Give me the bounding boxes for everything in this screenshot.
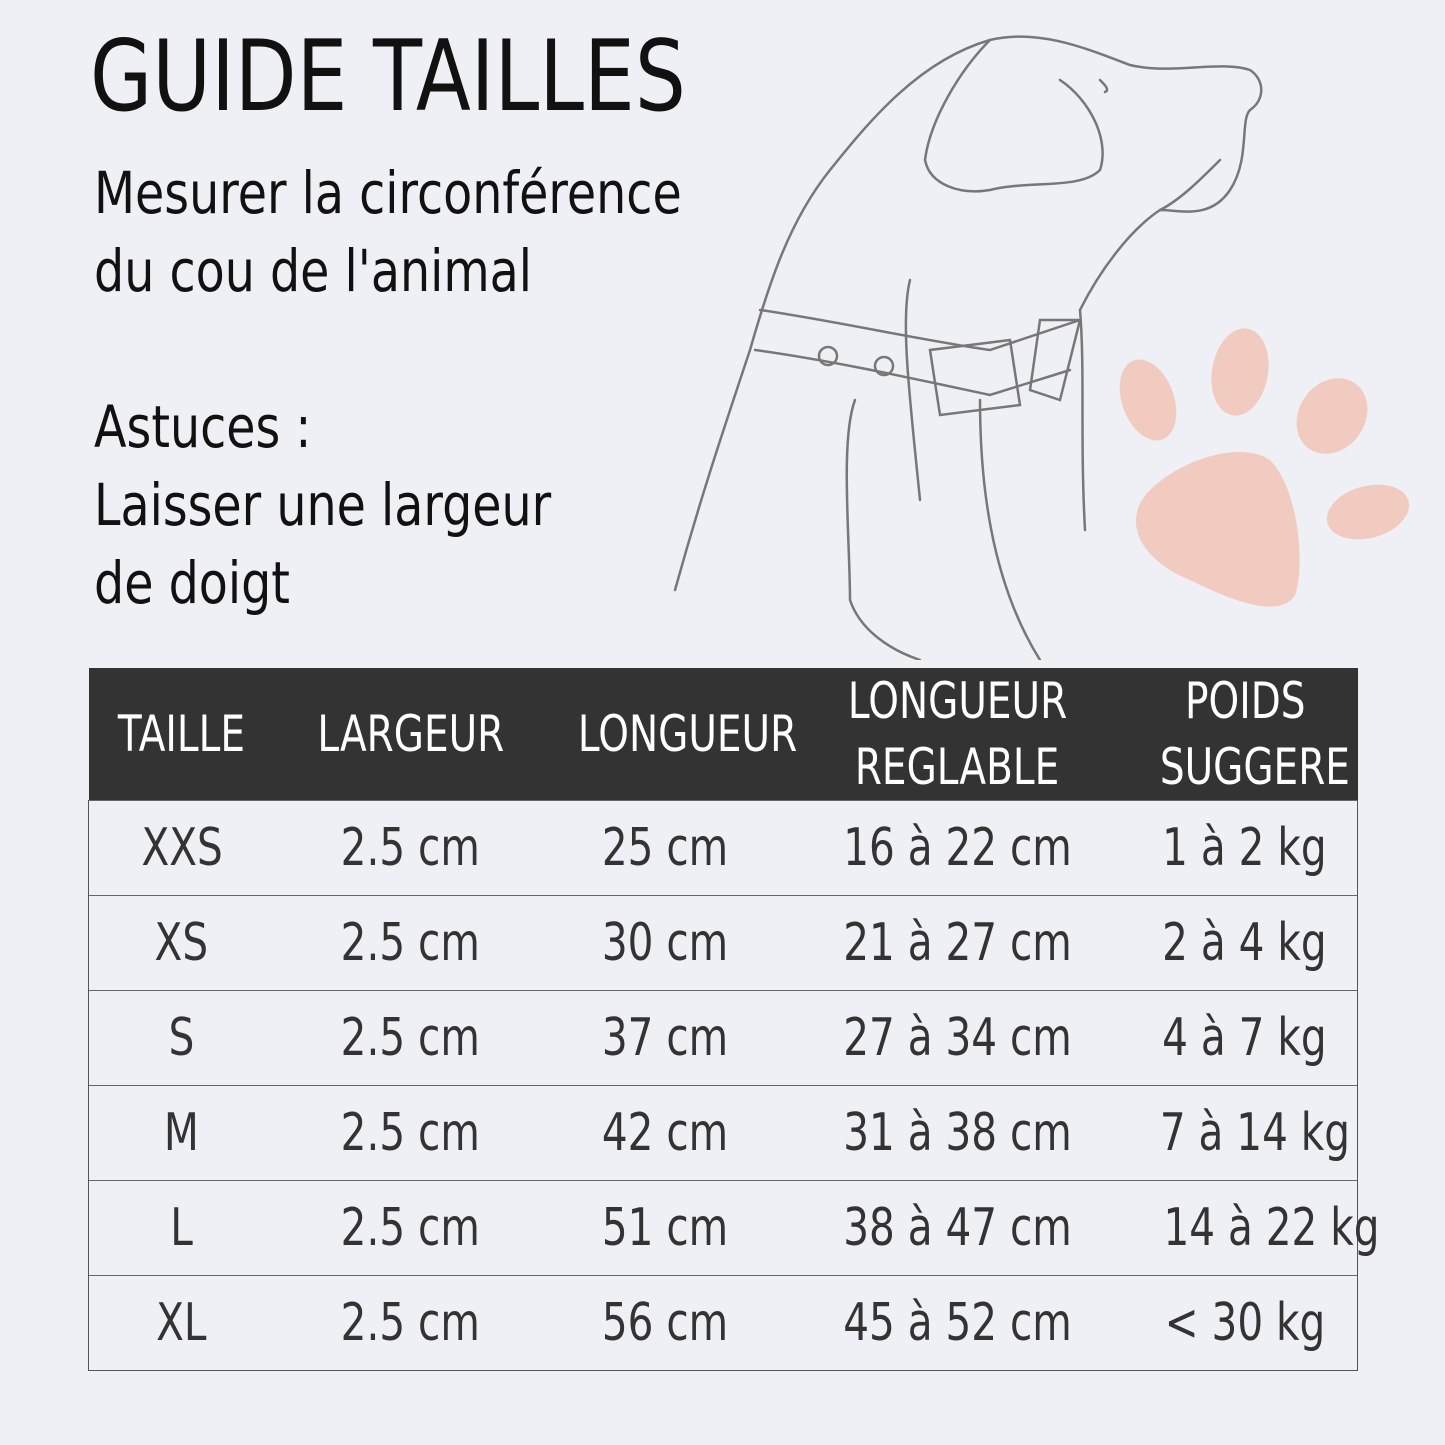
header-poids-suggere: POIDS SUGGERE bbox=[1132, 668, 1358, 801]
cell-longueur-reglable: 16 à 22 cm bbox=[782, 800, 1133, 896]
cell-text: 2.5 cm bbox=[340, 913, 481, 973]
cell-text: 45 à 52 cm bbox=[843, 1293, 1072, 1353]
cell-text: 30 cm bbox=[601, 913, 728, 973]
cell-longueur-reglable: 31 à 38 cm bbox=[782, 1085, 1133, 1181]
cell-text: 25 cm bbox=[601, 818, 728, 878]
cell-text: S bbox=[168, 1008, 195, 1068]
cell-text: 21 à 27 cm bbox=[843, 913, 1072, 973]
cell-text: 27 à 34 cm bbox=[843, 1008, 1072, 1068]
instruction-text: Mesurer la circonférence bbox=[94, 159, 682, 227]
cell-taille: XS bbox=[88, 895, 275, 991]
tips-line-1: Laisser une largeur bbox=[94, 466, 652, 544]
cell-text: 51 cm bbox=[601, 1198, 728, 1258]
cell-taille: S bbox=[88, 990, 275, 1086]
cell-text: 56 cm bbox=[601, 1293, 728, 1353]
cell-taille: L bbox=[88, 1180, 275, 1276]
cell-taille: XXS bbox=[88, 800, 275, 896]
instruction-text: du cou de l'animal bbox=[94, 237, 533, 305]
cell-longueur: 30 cm bbox=[546, 895, 783, 991]
cell-largeur: 2.5 cm bbox=[274, 1275, 547, 1371]
cell-longueur: 51 cm bbox=[546, 1180, 783, 1276]
cell-text: 38 à 47 cm bbox=[843, 1198, 1072, 1258]
cell-longueur: 42 cm bbox=[546, 1085, 783, 1181]
paw-print-icon bbox=[1119, 328, 1410, 607]
header-longueur: LONGUEUR bbox=[546, 668, 797, 801]
cell-text: XL bbox=[156, 1293, 207, 1353]
cell-poids: 1 à 2 kg bbox=[1132, 800, 1358, 896]
table-row: XS 2.5 cm 30 cm 21 à 27 cm 2 à 4 kg bbox=[88, 895, 1358, 991]
cell-text: 2 à 4 kg bbox=[1162, 913, 1327, 973]
cell-text: 1 à 2 kg bbox=[1162, 818, 1327, 878]
tips-text: Laisser une largeur bbox=[94, 471, 552, 539]
cell-longueur-reglable: 27 à 34 cm bbox=[782, 990, 1133, 1086]
cell-poids: 7 à 14 kg bbox=[1132, 1085, 1358, 1181]
cell-text: XS bbox=[154, 913, 209, 973]
tips-heading-text: Astuces : bbox=[94, 393, 312, 461]
table-row: L 2.5 cm 51 cm 38 à 47 cm 14 à 22 kg bbox=[88, 1180, 1379, 1276]
header-taille: TAILLE bbox=[88, 668, 275, 801]
header-longueur-reglable: LONGUEUR REGLABLE bbox=[782, 668, 1133, 801]
tips-heading: Astuces : bbox=[94, 388, 359, 466]
cell-text: 42 cm bbox=[601, 1103, 728, 1163]
cell-taille: M bbox=[88, 1085, 275, 1181]
instruction-line-1: Mesurer la circonférence bbox=[94, 154, 811, 232]
cell-text: 31 à 38 cm bbox=[843, 1103, 1072, 1163]
cell-largeur: 2.5 cm bbox=[274, 800, 547, 896]
cell-largeur: 2.5 cm bbox=[274, 895, 547, 991]
cell-longueur: 25 cm bbox=[546, 800, 783, 896]
cell-text: 2.5 cm bbox=[340, 1103, 481, 1163]
cell-largeur: 2.5 cm bbox=[274, 1085, 547, 1181]
header-largeur: LARGEUR bbox=[274, 668, 547, 801]
cell-poids: 14 à 22 kg bbox=[1132, 1180, 1379, 1276]
cell-poids: 4 à 7 kg bbox=[1132, 990, 1358, 1086]
tips-text: de doigt bbox=[94, 549, 290, 617]
cell-text: 14 à 22 kg bbox=[1162, 1198, 1379, 1258]
table-header-row: TAILLE LARGEUR LONGUEUR LONGUEUR REGLABLE… bbox=[88, 668, 1358, 801]
instruction-line-2: du cou de l'animal bbox=[94, 232, 628, 310]
cell-text: 37 cm bbox=[601, 1008, 728, 1068]
cell-text: < 30 kg bbox=[1164, 1293, 1326, 1353]
cell-text: 2.5 cm bbox=[340, 1008, 481, 1068]
cell-longueur: 37 cm bbox=[546, 990, 783, 1086]
cell-text: L bbox=[170, 1198, 194, 1258]
cell-poids: < 30 kg bbox=[1132, 1275, 1358, 1371]
cell-text: 2.5 cm bbox=[340, 1293, 481, 1353]
cell-taille: XL bbox=[88, 1275, 275, 1371]
cell-longueur-reglable: 21 à 27 cm bbox=[782, 895, 1133, 991]
cell-largeur: 2.5 cm bbox=[274, 990, 547, 1086]
cell-text: 4 à 7 kg bbox=[1162, 1008, 1327, 1068]
cell-largeur: 2.5 cm bbox=[274, 1180, 547, 1276]
cell-longueur-reglable: 38 à 47 cm bbox=[782, 1180, 1133, 1276]
cell-text: 2.5 cm bbox=[340, 818, 481, 878]
tips-line-2: de doigt bbox=[94, 544, 333, 622]
table-row: M 2.5 cm 42 cm 31 à 38 cm 7 à 14 kg bbox=[88, 1085, 1358, 1181]
cell-longueur-reglable: 45 à 52 cm bbox=[782, 1275, 1133, 1371]
cell-text: M bbox=[164, 1103, 200, 1163]
title-text: GUIDE TAILLES bbox=[90, 20, 686, 134]
page-title: GUIDE TAILLES bbox=[90, 22, 817, 132]
table-row: XL 2.5 cm 56 cm 45 à 52 cm < 30 kg bbox=[88, 1275, 1358, 1371]
cell-text: 16 à 22 cm bbox=[843, 818, 1072, 878]
cell-poids: 2 à 4 kg bbox=[1132, 895, 1358, 991]
dog-with-collar-icon bbox=[673, 35, 1263, 660]
table-row: XXS 2.5 cm 25 cm 16 à 22 cm 1 à 2 kg bbox=[88, 800, 1358, 896]
cell-text: 2.5 cm bbox=[340, 1198, 481, 1258]
size-table: TAILLE LARGEUR LONGUEUR LONGUEUR REGLABLE… bbox=[88, 668, 1379, 1371]
cell-text: 7 à 14 kg bbox=[1159, 1103, 1350, 1163]
cell-longueur: 56 cm bbox=[546, 1275, 783, 1371]
cell-text: XXS bbox=[141, 818, 223, 878]
table-row: S 2.5 cm 37 cm 27 à 34 cm 4 à 7 kg bbox=[88, 990, 1358, 1086]
